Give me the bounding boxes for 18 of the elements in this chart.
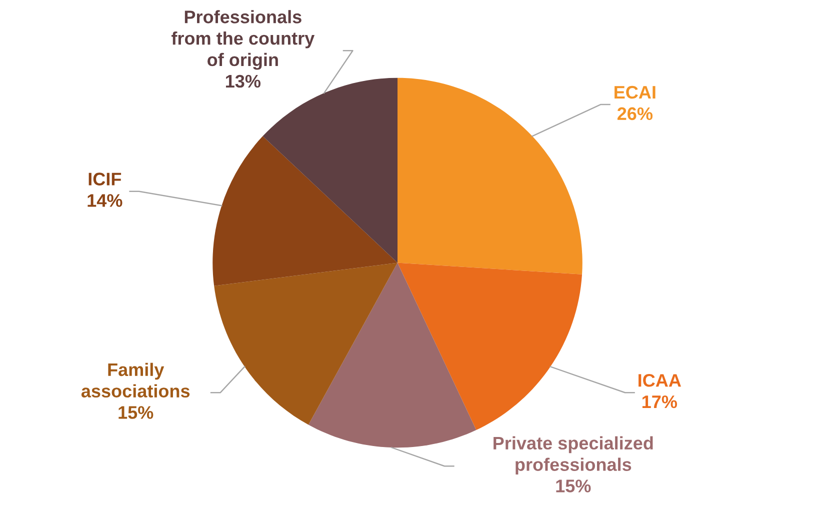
data-label: 15% xyxy=(118,406,154,419)
pie-slice xyxy=(308,262,476,448)
pie-slice xyxy=(398,262,582,430)
slice-label: Family associations xyxy=(81,362,190,398)
pie-slice xyxy=(212,136,398,286)
pie-slice xyxy=(398,78,582,274)
data-label: 17% xyxy=(642,395,678,408)
slice-label: Professionals from the country of origin xyxy=(172,10,315,70)
slice-label: Private specialized professionals xyxy=(494,436,653,475)
data-label: 15% xyxy=(556,480,591,492)
pie-slice xyxy=(214,262,398,425)
data-label: 26% xyxy=(617,107,653,120)
data-label: 14% xyxy=(88,194,122,207)
data-label: 13% xyxy=(226,74,261,88)
slice-label: ECAI xyxy=(614,86,656,99)
slice-label: ICAA xyxy=(638,374,682,387)
pie-slice xyxy=(262,78,398,263)
slice-label: ICIF xyxy=(88,172,122,186)
